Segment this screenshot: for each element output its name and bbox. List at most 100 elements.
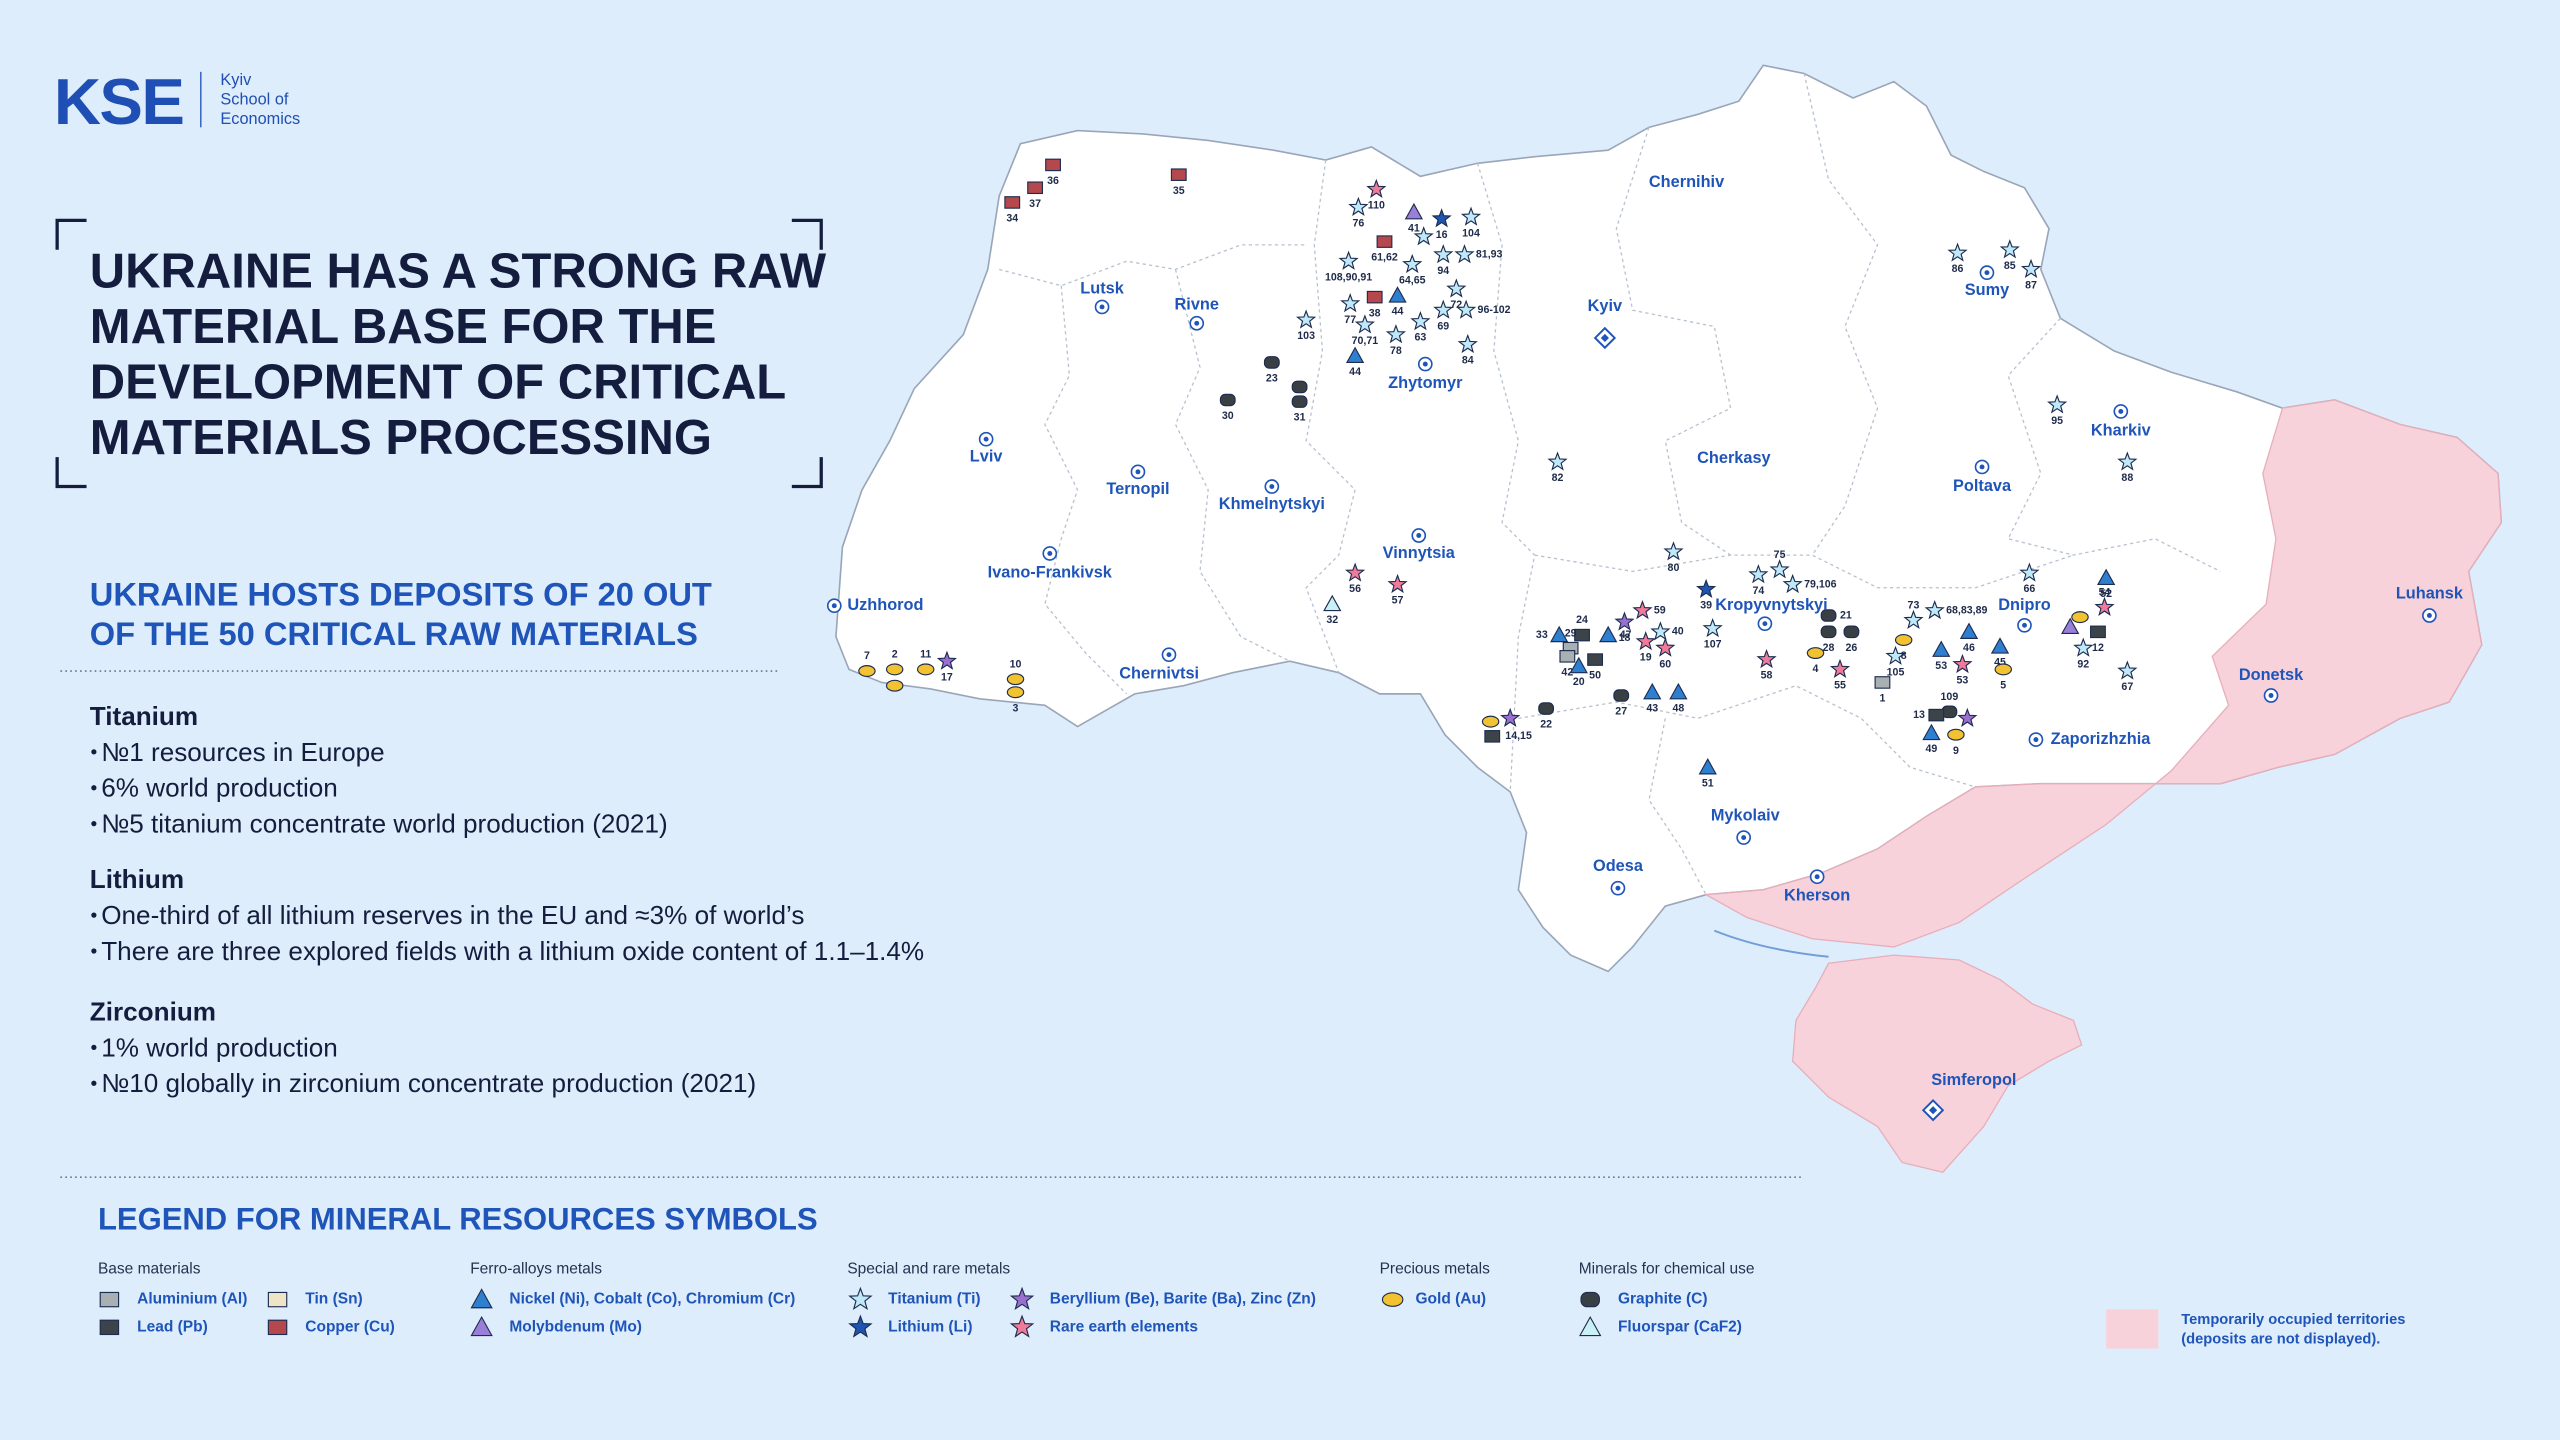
city-marker-center [1047, 551, 1053, 556]
deposit-label: 76 [1352, 217, 1364, 229]
city-marker-center [1135, 469, 1141, 475]
logo-subtitle: Kyiv [220, 71, 252, 89]
symbol-ellipse [1481, 715, 1500, 728]
symbol-square [1376, 235, 1393, 248]
legend-item: Gold (Au) [1416, 1291, 1487, 1308]
deposit-label: 61,62 [1371, 252, 1398, 264]
symbol-star [936, 650, 958, 670]
facts: Titanium №1 resources in Europe 6% world p… [90, 701, 924, 1098]
symbol-star [1433, 244, 1454, 264]
note: (deposits are not displayed). [2181, 1332, 2380, 1348]
map [835, 64, 2503, 1173]
symbol-star [1696, 578, 1717, 598]
fact-bullet: №5 titanium concentrate world production… [101, 809, 667, 839]
deposit-label: 50 [1589, 670, 1601, 682]
symbol-square [1366, 290, 1383, 304]
city-label: Sumy [1965, 281, 2009, 299]
deposit-label: 3 [1013, 702, 1019, 714]
deposit-label: 66 [2023, 583, 2035, 595]
deposit-label: 43 [1646, 702, 1658, 714]
city-label: Ternopil [1106, 480, 1169, 498]
symbol-pill [1291, 380, 1308, 394]
bullet [91, 1080, 97, 1086]
logo-subtitle: School of [220, 90, 288, 108]
symbol-square [99, 1291, 120, 1308]
city-marker-center [831, 603, 837, 609]
symbol-star [1348, 196, 1369, 216]
deposit-label: 47 [1620, 629, 1632, 641]
symbol-triangle [470, 1288, 493, 1309]
deposit-label: 14,15 [1505, 730, 1532, 742]
city-label: Donetsk [2239, 666, 2304, 684]
symbol-star [1650, 621, 1671, 641]
fact-bullet: 1% world production [101, 1032, 338, 1062]
symbol-triangle [1404, 202, 1424, 220]
symbol-star [2073, 637, 2094, 657]
note-swatch [2106, 1309, 2159, 1349]
symbol-pill [1580, 1291, 1600, 1308]
symbol-star [1009, 1286, 1035, 1310]
legend-heading: Special and rare metals [847, 1260, 1010, 1277]
deposit-label: 37 [1029, 198, 1041, 210]
deposit-label: 109 [1941, 691, 1959, 703]
deposit-label: 44 [1349, 366, 1361, 378]
symbol-triangle [1643, 682, 1662, 700]
legend-heading: Precious metals [1380, 1260, 1491, 1277]
deposit-label: 18 [1619, 632, 1631, 644]
deposit-label: 55 [1834, 680, 1846, 692]
deposit-label: 12 [2092, 642, 2104, 654]
legend-item: Molybdenum (Mo) [509, 1318, 642, 1335]
city-label: Zaporizhzhia [2051, 730, 2152, 748]
symbol-star [1769, 559, 1790, 579]
legend-item: Copper (Cu) [305, 1318, 395, 1335]
deposit-label: 88 [2121, 472, 2133, 484]
subtitle: OF THE 50 CRITICAL RAW MATERIALS [90, 615, 698, 652]
deposit-label: 38 [1369, 307, 1381, 319]
symbol-triangle [1345, 346, 1365, 364]
symbol-star [2047, 394, 2068, 414]
symbol-triangle [1990, 637, 2010, 654]
deposit-label: 30 [1222, 410, 1234, 422]
symbol-pill [1219, 393, 1236, 407]
city-marker-center [1741, 835, 1747, 840]
symbol-ellipse [1806, 647, 1825, 660]
legend-heading: Ferro-alloys metals [470, 1260, 602, 1277]
deposit-label: 2 [892, 648, 898, 660]
symbol-triangle [2096, 568, 2116, 586]
symbol-star [1632, 599, 1653, 620]
symbol-square [1574, 628, 1590, 642]
deposit-label: 19 [1640, 652, 1652, 664]
symbol-triangle [1959, 622, 1979, 639]
title-frame [55, 218, 823, 489]
city-marker-center [983, 436, 989, 442]
symbol-triangle [1669, 682, 1688, 700]
symbol-triangle [1569, 656, 1588, 674]
symbol-star [1663, 541, 1684, 561]
symbol-ellipse [1994, 663, 2012, 676]
city-marker-center [1416, 533, 1422, 538]
symbol-ellipse [1894, 634, 1913, 646]
symbol-square [1045, 158, 1061, 172]
deposit-label: 36 [1047, 175, 1059, 187]
city-label: Zhytomyr [1388, 374, 1463, 392]
border [1476, 163, 1536, 792]
bullet [91, 749, 97, 755]
city-label: Cherkasy [1697, 449, 1770, 467]
border [1305, 159, 1356, 673]
symbol-triangle [1922, 723, 1941, 741]
fact-bullet: One-third of all lithium reserves in the… [101, 900, 804, 930]
symbol-triangle [2061, 617, 2080, 635]
city-marker-center [1814, 874, 1820, 880]
deposit-label: 33 [1536, 629, 1548, 641]
symbol-square [1027, 181, 1044, 195]
symbol-star [1756, 648, 1777, 669]
city-label: Odesa [1593, 857, 1644, 875]
deposit-label: 22 [1540, 719, 1552, 731]
city-marker-center [1194, 320, 1200, 326]
city-marker-center [2022, 622, 2027, 628]
oblast-borders [999, 73, 2221, 896]
deposit-label: 20 [1573, 676, 1585, 688]
deposit-label: 42 [1561, 666, 1573, 678]
symbol-star [1340, 293, 1361, 313]
